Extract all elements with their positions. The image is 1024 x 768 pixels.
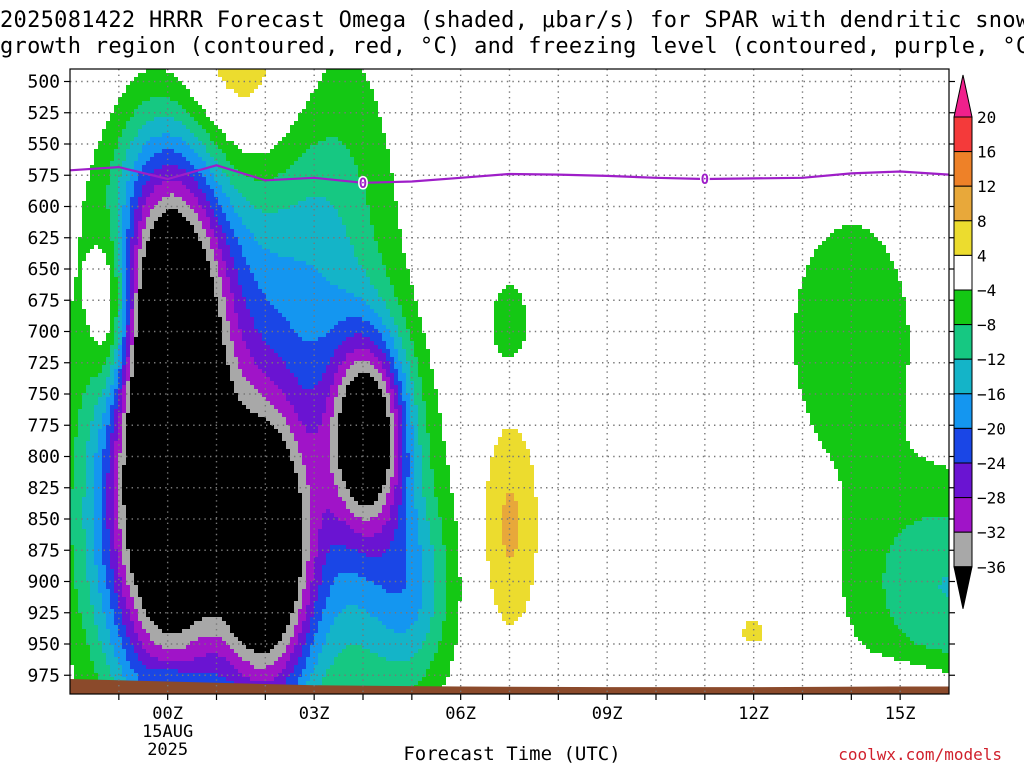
x-tick-label: 06Z — [445, 704, 476, 724]
chart-title-line2: growth region (contoured, red, °C) and f… — [0, 34, 1024, 59]
colorbar-swatch — [953, 220, 973, 256]
credit-link[interactable]: coolwx.com/models — [838, 745, 1002, 764]
freezing-level-label: 0 — [701, 172, 709, 188]
y-tick-label: 600 — [27, 197, 60, 218]
chart-title-line1: 2025081422 HRRR Forecast Omega (shaded, … — [0, 8, 1024, 33]
y-tick-label: 525 — [27, 103, 60, 124]
y-tick-label: 550 — [27, 134, 60, 155]
y-tick-label: 950 — [27, 634, 60, 655]
colorbar-label: −12 — [977, 350, 1006, 369]
colorbar-label: 20 — [977, 108, 996, 127]
y-tick-label: 925 — [27, 603, 60, 624]
y-tick-label: 575 — [27, 165, 60, 186]
colorbar-arrow-down — [953, 566, 973, 609]
y-tick-label: 775 — [27, 415, 60, 436]
y-tick-label: 725 — [27, 353, 60, 374]
freezing-level-label: 0 — [359, 176, 367, 192]
colorbar-label: −32 — [977, 523, 1006, 542]
x-tick-label: 12Z — [738, 704, 769, 724]
colorbar-label: 8 — [977, 212, 987, 231]
y-tick-label: 875 — [27, 540, 60, 561]
colorbar-swatch — [953, 185, 973, 222]
x-tick-sublabel: 2025 — [147, 740, 188, 760]
colorbar-label: −28 — [977, 489, 1006, 508]
colorbar-arrow-up — [953, 74, 973, 118]
y-tick-label: 825 — [27, 478, 60, 499]
colorbar-swatch — [953, 116, 973, 153]
y-tick-label: 625 — [27, 228, 60, 249]
x-tick-label: 15Z — [885, 704, 916, 724]
colorbar-label: 16 — [977, 143, 996, 162]
y-tick-label: 750 — [27, 384, 60, 405]
y-tick-label: 675 — [27, 290, 60, 311]
x-tick-label: 09Z — [592, 704, 623, 724]
y-tick-label: 975 — [27, 665, 60, 686]
colorbar-label: −4 — [977, 281, 996, 300]
colorbar-swatch — [953, 531, 973, 568]
colorbar-swatch — [953, 324, 973, 360]
x-tick-sublabel: 15AUG — [142, 722, 193, 742]
y-tick-label: 700 — [27, 322, 60, 343]
colorbar-swatch — [953, 462, 973, 499]
y-axis: 500 525 550 575 600 625 650 675 700 725 750 775 800 8… — [27, 72, 955, 686]
x-tick-label: 03Z — [299, 704, 330, 724]
colorbar-label: −36 — [977, 558, 1006, 577]
y-tick-label: 900 — [27, 572, 60, 593]
colorbar-label: 4 — [977, 246, 987, 265]
colorbar-label: −16 — [977, 385, 1006, 404]
colorbar-label: 12 — [977, 177, 996, 196]
colorbar-label: −8 — [977, 316, 996, 335]
y-tick-label: 850 — [27, 509, 60, 530]
colorbar-swatch — [953, 254, 973, 291]
colorbar-swatch — [953, 151, 973, 187]
y-tick-label: 500 — [27, 72, 60, 93]
colorbar: 20 16 12 8 4 −4 −8 −12 −16 −20 −24 −28 −32 −36 — [953, 74, 1006, 609]
x-axis-label: Forecast Time (UTC) — [403, 743, 621, 765]
colorbar-swatch — [953, 497, 973, 533]
freezing-level-line — [70, 164, 949, 184]
y-tick-label: 650 — [27, 259, 60, 280]
y-tick-label: 800 — [27, 447, 60, 468]
colorbar-label: −24 — [977, 454, 1006, 473]
grid — [70, 69, 949, 694]
colorbar-swatch — [953, 358, 973, 395]
colorbar-label: −20 — [977, 419, 1006, 438]
colorbar-swatch — [953, 393, 973, 429]
x-tick-label: 00Z — [152, 704, 183, 724]
colorbar-swatch — [953, 289, 973, 326]
colorbar-swatch — [953, 427, 973, 464]
terrain — [70, 679, 949, 694]
